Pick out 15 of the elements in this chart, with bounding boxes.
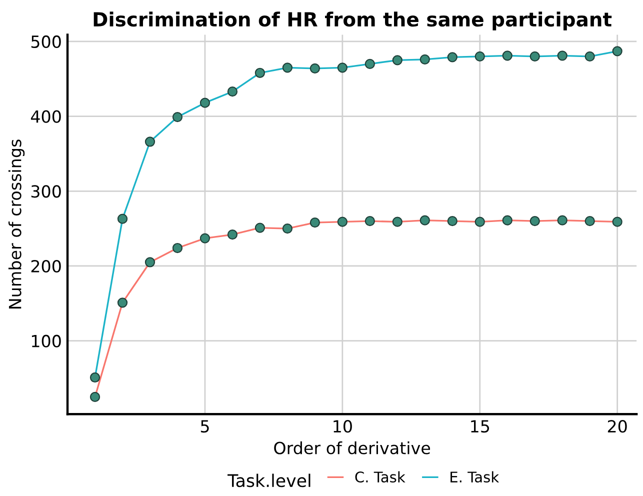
x-tick-label: 10 — [334, 420, 352, 433]
y-tick-label: 300 — [31, 185, 61, 198]
legend-title: Task.level — [228, 474, 310, 488]
x-tick-label: 15 — [471, 420, 490, 433]
y-tick-label: 200 — [31, 260, 61, 273]
y-tick-label: 500 — [31, 35, 61, 48]
legend-label: C. Task — [355, 471, 406, 483]
y-tick-label: 100 — [32, 334, 61, 348]
x-tick-label: 5 — [200, 420, 209, 433]
legend-label: E. Task — [450, 471, 500, 483]
x-tick-label: 20 — [608, 420, 627, 433]
y-axis-title: Number of crossings — [8, 140, 25, 308]
y-tick-label: 400 — [30, 110, 61, 123]
x-axis-title: Order of derivative — [274, 441, 430, 454]
chart-title: Discrimination of HR from the same participant — [94, 12, 612, 30]
